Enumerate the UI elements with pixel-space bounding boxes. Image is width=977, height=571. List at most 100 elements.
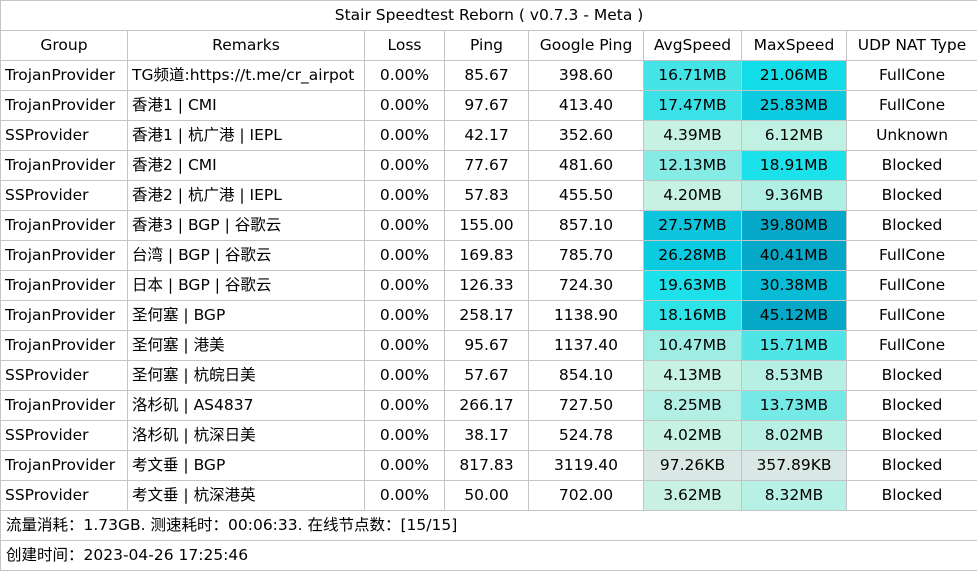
cell-ping: 155.00 [445,211,529,241]
cell-avg-speed: 8.25MB [644,391,742,421]
column-header-max-speed: MaxSpeed [742,31,847,61]
cell-remarks: 香港1 | 杭广港 | IEPL [128,121,365,151]
cell-group: TrojanProvider [1,331,128,361]
cell-max-speed: 8.32MB [742,481,847,511]
title-row: Stair Speedtest Reborn ( v0.7.3 - Meta ) [1,1,977,31]
cell-udp-nat-type: Blocked [847,451,977,481]
column-header-google-ping: Google Ping [529,31,644,61]
cell-group: TrojanProvider [1,151,128,181]
cell-remarks: 香港2 | 杭广港 | IEPL [128,181,365,211]
cell-avg-speed: 17.47MB [644,91,742,121]
cell-avg-speed: 16.71MB [644,61,742,91]
cell-google-ping: 727.50 [529,391,644,421]
cell-udp-nat-type: Blocked [847,211,977,241]
cell-udp-nat-type: FullCone [847,241,977,271]
cell-google-ping: 413.40 [529,91,644,121]
cell-max-speed: 6.12MB [742,121,847,151]
cell-remarks: 香港2 | CMI [128,151,365,181]
cell-udp-nat-type: FullCone [847,61,977,91]
cell-google-ping: 524.78 [529,421,644,451]
column-header-loss: Loss [365,31,445,61]
cell-loss: 0.00% [365,121,445,151]
cell-ping: 97.67 [445,91,529,121]
cell-ping: 169.83 [445,241,529,271]
cell-google-ping: 481.60 [529,151,644,181]
cell-ping: 77.67 [445,151,529,181]
cell-google-ping: 857.10 [529,211,644,241]
cell-ping: 50.00 [445,481,529,511]
cell-avg-speed: 12.13MB [644,151,742,181]
cell-remarks: 考文垂 | BGP [128,451,365,481]
cell-loss: 0.00% [365,241,445,271]
cell-group: SSProvider [1,181,128,211]
cell-group: TrojanProvider [1,451,128,481]
cell-udp-nat-type: FullCone [847,91,977,121]
cell-remarks: 圣何塞 | BGP [128,301,365,331]
cell-avg-speed: 27.57MB [644,211,742,241]
cell-loss: 0.00% [365,271,445,301]
cell-google-ping: 352.60 [529,121,644,151]
column-header-udp-nat-type: UDP NAT Type [847,31,977,61]
cell-remarks: 日本 | BGP | 谷歌云 [128,271,365,301]
cell-google-ping: 398.60 [529,61,644,91]
cell-loss: 0.00% [365,421,445,451]
cell-max-speed: 30.38MB [742,271,847,301]
cell-udp-nat-type: FullCone [847,301,977,331]
cell-avg-speed: 3.62MB [644,481,742,511]
cell-udp-nat-type: Blocked [847,361,977,391]
cell-google-ping: 3119.40 [529,451,644,481]
cell-ping: 266.17 [445,391,529,421]
cell-loss: 0.00% [365,451,445,481]
cell-remarks: 台湾 | BGP | 谷歌云 [128,241,365,271]
cell-udp-nat-type: Blocked [847,181,977,211]
cell-group: SSProvider [1,361,128,391]
created-time: 创建时间：2023-04-26 17:25:46 [1,541,977,571]
cell-max-speed: 15.71MB [742,331,847,361]
cell-google-ping: 854.10 [529,361,644,391]
cell-loss: 0.00% [365,361,445,391]
cell-group: TrojanProvider [1,61,128,91]
cell-remarks: 圣何塞 | 杭皖日美 [128,361,365,391]
cell-group: TrojanProvider [1,391,128,421]
cell-udp-nat-type: FullCone [847,331,977,361]
cell-google-ping: 1137.40 [529,331,644,361]
cell-avg-speed: 4.13MB [644,361,742,391]
cell-remarks: TG频道:https://t.me/cr_airpot [128,61,365,91]
cell-loss: 0.00% [365,91,445,121]
cell-remarks: 香港3 | BGP | 谷歌云 [128,211,365,241]
cell-group: TrojanProvider [1,241,128,271]
traffic-summary: 流量消耗：1.73GB. 测速耗时：00:06:33. 在线节点数：[15/15… [1,511,977,541]
cell-group: TrojanProvider [1,211,128,241]
cell-udp-nat-type: Blocked [847,391,977,421]
cell-max-speed: 8.02MB [742,421,847,451]
cell-remarks: 洛杉矶 | 杭深日美 [128,421,365,451]
cell-avg-speed: 19.63MB [644,271,742,301]
cell-loss: 0.00% [365,301,445,331]
cell-avg-speed: 10.47MB [644,331,742,361]
cell-google-ping: 1138.90 [529,301,644,331]
cell-udp-nat-type: Unknown [847,121,977,151]
cell-avg-speed: 4.39MB [644,121,742,151]
cell-group: SSProvider [1,421,128,451]
cell-ping: 126.33 [445,271,529,301]
cell-avg-speed: 4.02MB [644,421,742,451]
cell-loss: 0.00% [365,61,445,91]
column-header-ping: Ping [445,31,529,61]
cell-ping: 258.17 [445,301,529,331]
column-header-remarks: Remarks [128,31,365,61]
cell-group: SSProvider [1,121,128,151]
cell-loss: 0.00% [365,481,445,511]
